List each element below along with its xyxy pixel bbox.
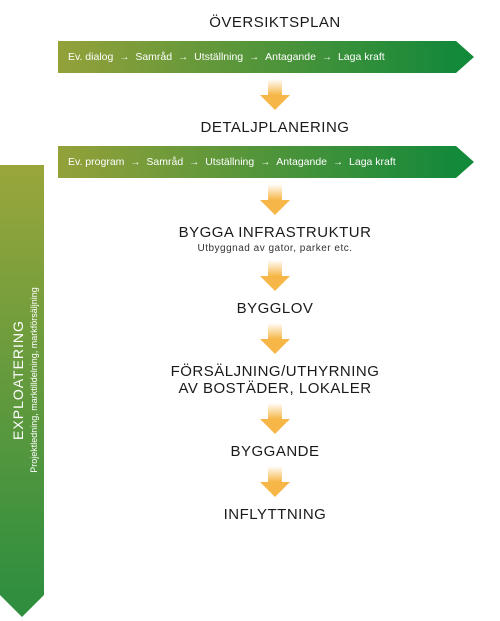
banner-2-tip <box>456 146 474 178</box>
step-1: ÖVERSIKTSPLAN <box>50 14 500 31</box>
step-5: FÖRSÄLJNING/UTHYRNING AV BOSTÄDER, LOKAL… <box>50 363 500 397</box>
sidebar-exploatering: EXPLOATERING Projektledning, marktilldel… <box>0 165 44 621</box>
step-6: BYGGANDE <box>50 443 500 460</box>
step-6-title: BYGGANDE <box>50 443 500 460</box>
step-4-title: BYGGLOV <box>50 300 500 317</box>
step-2: DETALJPLANERING <box>50 119 500 136</box>
step-2-title: DETALJPLANERING <box>50 119 500 136</box>
step-3-subtitle: Utbyggnad av gator, parker etc. <box>50 243 500 254</box>
banner-1-body: Ev. dialog→Samråd→Utställning→Antagande→… <box>58 41 456 73</box>
step-5-title: FÖRSÄLJNING/UTHYRNING <box>50 363 500 380</box>
down-arrow-icon <box>260 323 290 357</box>
step-4: BYGGLOV <box>50 300 500 317</box>
sidebar-subtitle: Projektledning, marktilldelning, markför… <box>29 287 39 473</box>
banner-2-body: Ev. program→Samråd→Utställning→Antagande… <box>58 146 456 178</box>
down-arrow-icon <box>260 260 290 294</box>
step-3: BYGGA INFRASTRUKTUR Utbyggnad av gator, … <box>50 224 500 254</box>
banner-1: Ev. dialog→Samråd→Utställning→Antagande→… <box>58 41 500 73</box>
sidebar-title: EXPLOATERING <box>10 320 26 440</box>
step-7-title: INFLYTTNING <box>50 506 500 523</box>
main-flow: ÖVERSIKTSPLAN Ev. dialog→Samråd→Utställn… <box>50 0 500 621</box>
down-arrow-icon <box>260 466 290 500</box>
down-arrow-icon <box>260 79 290 113</box>
sidebar-arrow-tip <box>0 595 44 617</box>
step-5-title2: AV BOSTÄDER, LOKALER <box>50 380 500 397</box>
step-3-title: BYGGA INFRASTRUKTUR <box>50 224 500 241</box>
step-1-title: ÖVERSIKTSPLAN <box>50 14 500 31</box>
down-arrow-icon <box>260 184 290 218</box>
down-arrow-icon <box>260 403 290 437</box>
banner-1-tip <box>456 41 474 73</box>
banner-2: Ev. program→Samråd→Utställning→Antagande… <box>58 146 500 178</box>
step-7: INFLYTTNING <box>50 506 500 523</box>
